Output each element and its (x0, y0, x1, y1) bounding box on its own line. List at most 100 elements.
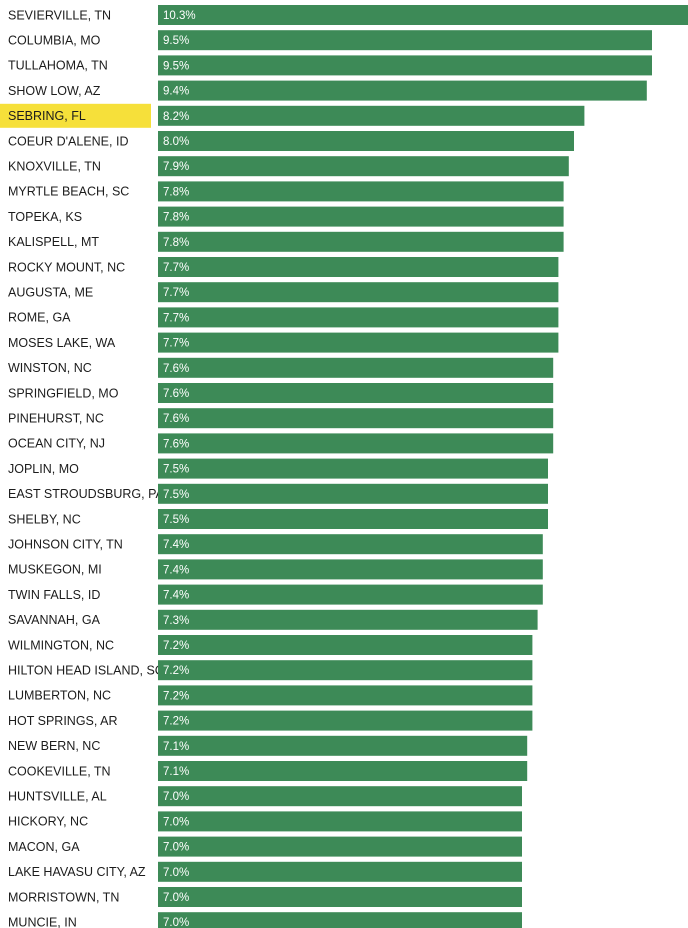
value-label: 7.0% (163, 917, 189, 928)
value-label: 7.7% (163, 262, 189, 274)
category-label: JOHNSON CITY, TN (8, 537, 123, 551)
value-label: 7.1% (163, 766, 189, 778)
bar (158, 509, 548, 529)
category-label: HILTON HEAD ISLAND, SC (8, 663, 164, 677)
page: {"chart_data": {"type": "bar", "orientat… (0, 0, 688, 928)
value-label: 7.8% (163, 212, 189, 224)
value-label: 7.5% (163, 464, 189, 476)
category-label: ROME, GA (8, 311, 71, 325)
bar (158, 711, 532, 731)
bar (158, 761, 527, 781)
value-label: 7.6% (163, 388, 189, 400)
category-label: SEVIERVILLE, TN (8, 8, 111, 22)
category-label: TOPEKA, KS (8, 210, 82, 224)
bar (158, 408, 553, 428)
category-label: COEUR D'ALENE, ID (8, 134, 128, 148)
bar (158, 181, 564, 201)
value-label: 9.4% (163, 86, 189, 98)
value-label: 7.8% (163, 237, 189, 249)
bar (158, 837, 522, 857)
value-label: 8.0% (163, 136, 189, 148)
bar (158, 131, 574, 151)
bar (158, 786, 522, 806)
category-label: SPRINGFIELD, MO (8, 386, 119, 400)
value-label: 7.0% (163, 791, 189, 803)
bar (158, 5, 688, 25)
value-label: 9.5% (163, 35, 189, 47)
bar (158, 433, 553, 453)
category-label: ROCKY MOUNT, NC (8, 260, 125, 274)
bar (158, 282, 558, 302)
category-label: SHELBY, NC (8, 512, 81, 526)
bar (158, 333, 558, 353)
value-label: 7.0% (163, 842, 189, 854)
bar (158, 635, 532, 655)
value-label: 7.0% (163, 867, 189, 879)
bar (158, 534, 543, 554)
value-label: 7.4% (163, 539, 189, 551)
bar (158, 887, 522, 907)
bar (158, 106, 584, 126)
bar (158, 811, 522, 831)
value-label: 7.1% (163, 741, 189, 753)
value-label: 7.8% (163, 186, 189, 198)
value-label: 10.3% (163, 10, 196, 22)
category-label: COOKEVILLE, TN (8, 764, 111, 778)
category-label: HUNTSVILLE, AL (8, 789, 107, 803)
category-label: HOT SPRINGS, AR (8, 714, 118, 728)
category-label: AUGUSTA, ME (8, 285, 93, 299)
category-label: NEW BERN, NC (8, 739, 100, 753)
bar (158, 660, 532, 680)
bar (158, 484, 548, 504)
bar (158, 81, 647, 101)
category-label: JOPLIN, MO (8, 462, 79, 476)
value-label: 7.4% (163, 590, 189, 602)
value-label: 7.2% (163, 665, 189, 677)
category-label: SEBRING, FL (8, 109, 86, 123)
category-label: SHOW LOW, AZ (8, 84, 101, 98)
bar (158, 156, 569, 176)
bar (158, 736, 527, 756)
category-label: PINEHURST, NC (8, 411, 104, 425)
value-label: 7.2% (163, 640, 189, 652)
category-label: LAKE HAVASU CITY, AZ (8, 865, 146, 879)
value-label: 7.9% (163, 161, 189, 173)
value-label: 7.7% (163, 312, 189, 324)
category-label: TULLAHOMA, TN (8, 59, 108, 73)
bar (158, 559, 543, 579)
value-label: 9.5% (163, 60, 189, 72)
category-label: MUNCIE, IN (8, 915, 77, 928)
category-label: WINSTON, NC (8, 361, 92, 375)
category-label: WILMINGTON, NC (8, 638, 114, 652)
value-label: 7.2% (163, 716, 189, 728)
category-label: MACON, GA (8, 840, 80, 854)
category-label: SAVANNAH, GA (8, 613, 101, 627)
bar (158, 358, 553, 378)
bar (158, 459, 548, 479)
bar (158, 232, 564, 252)
value-label: 7.5% (163, 514, 189, 526)
value-label: 7.7% (163, 338, 189, 350)
value-label: 7.7% (163, 287, 189, 299)
value-label: 7.2% (163, 690, 189, 702)
value-label: 7.3% (163, 615, 189, 627)
bar (158, 257, 558, 277)
bar (158, 862, 522, 882)
value-label: 7.4% (163, 564, 189, 576)
bar (158, 685, 532, 705)
bar (158, 307, 558, 327)
category-label: MORRISTOWN, TN (8, 890, 119, 904)
category-label: TWIN FALLS, ID (8, 588, 100, 602)
category-label: COLUMBIA, MO (8, 33, 101, 47)
value-label: 7.6% (163, 413, 189, 425)
category-label: EAST STROUDSBURG, PA (8, 487, 164, 501)
category-label: KNOXVILLE, TN (8, 159, 101, 173)
value-label: 8.2% (163, 111, 189, 123)
category-label: MYRTLE BEACH, SC (8, 185, 129, 199)
bar (158, 912, 522, 928)
category-label: HICKORY, NC (8, 815, 88, 829)
bar (158, 55, 652, 75)
value-label: 7.0% (163, 892, 189, 904)
chart: SEVIERVILLE, TN 10.3% COLUMBIA, MO 9.5% TULL… (0, 0, 688, 928)
category-label: MUSKEGON, MI (8, 563, 102, 577)
